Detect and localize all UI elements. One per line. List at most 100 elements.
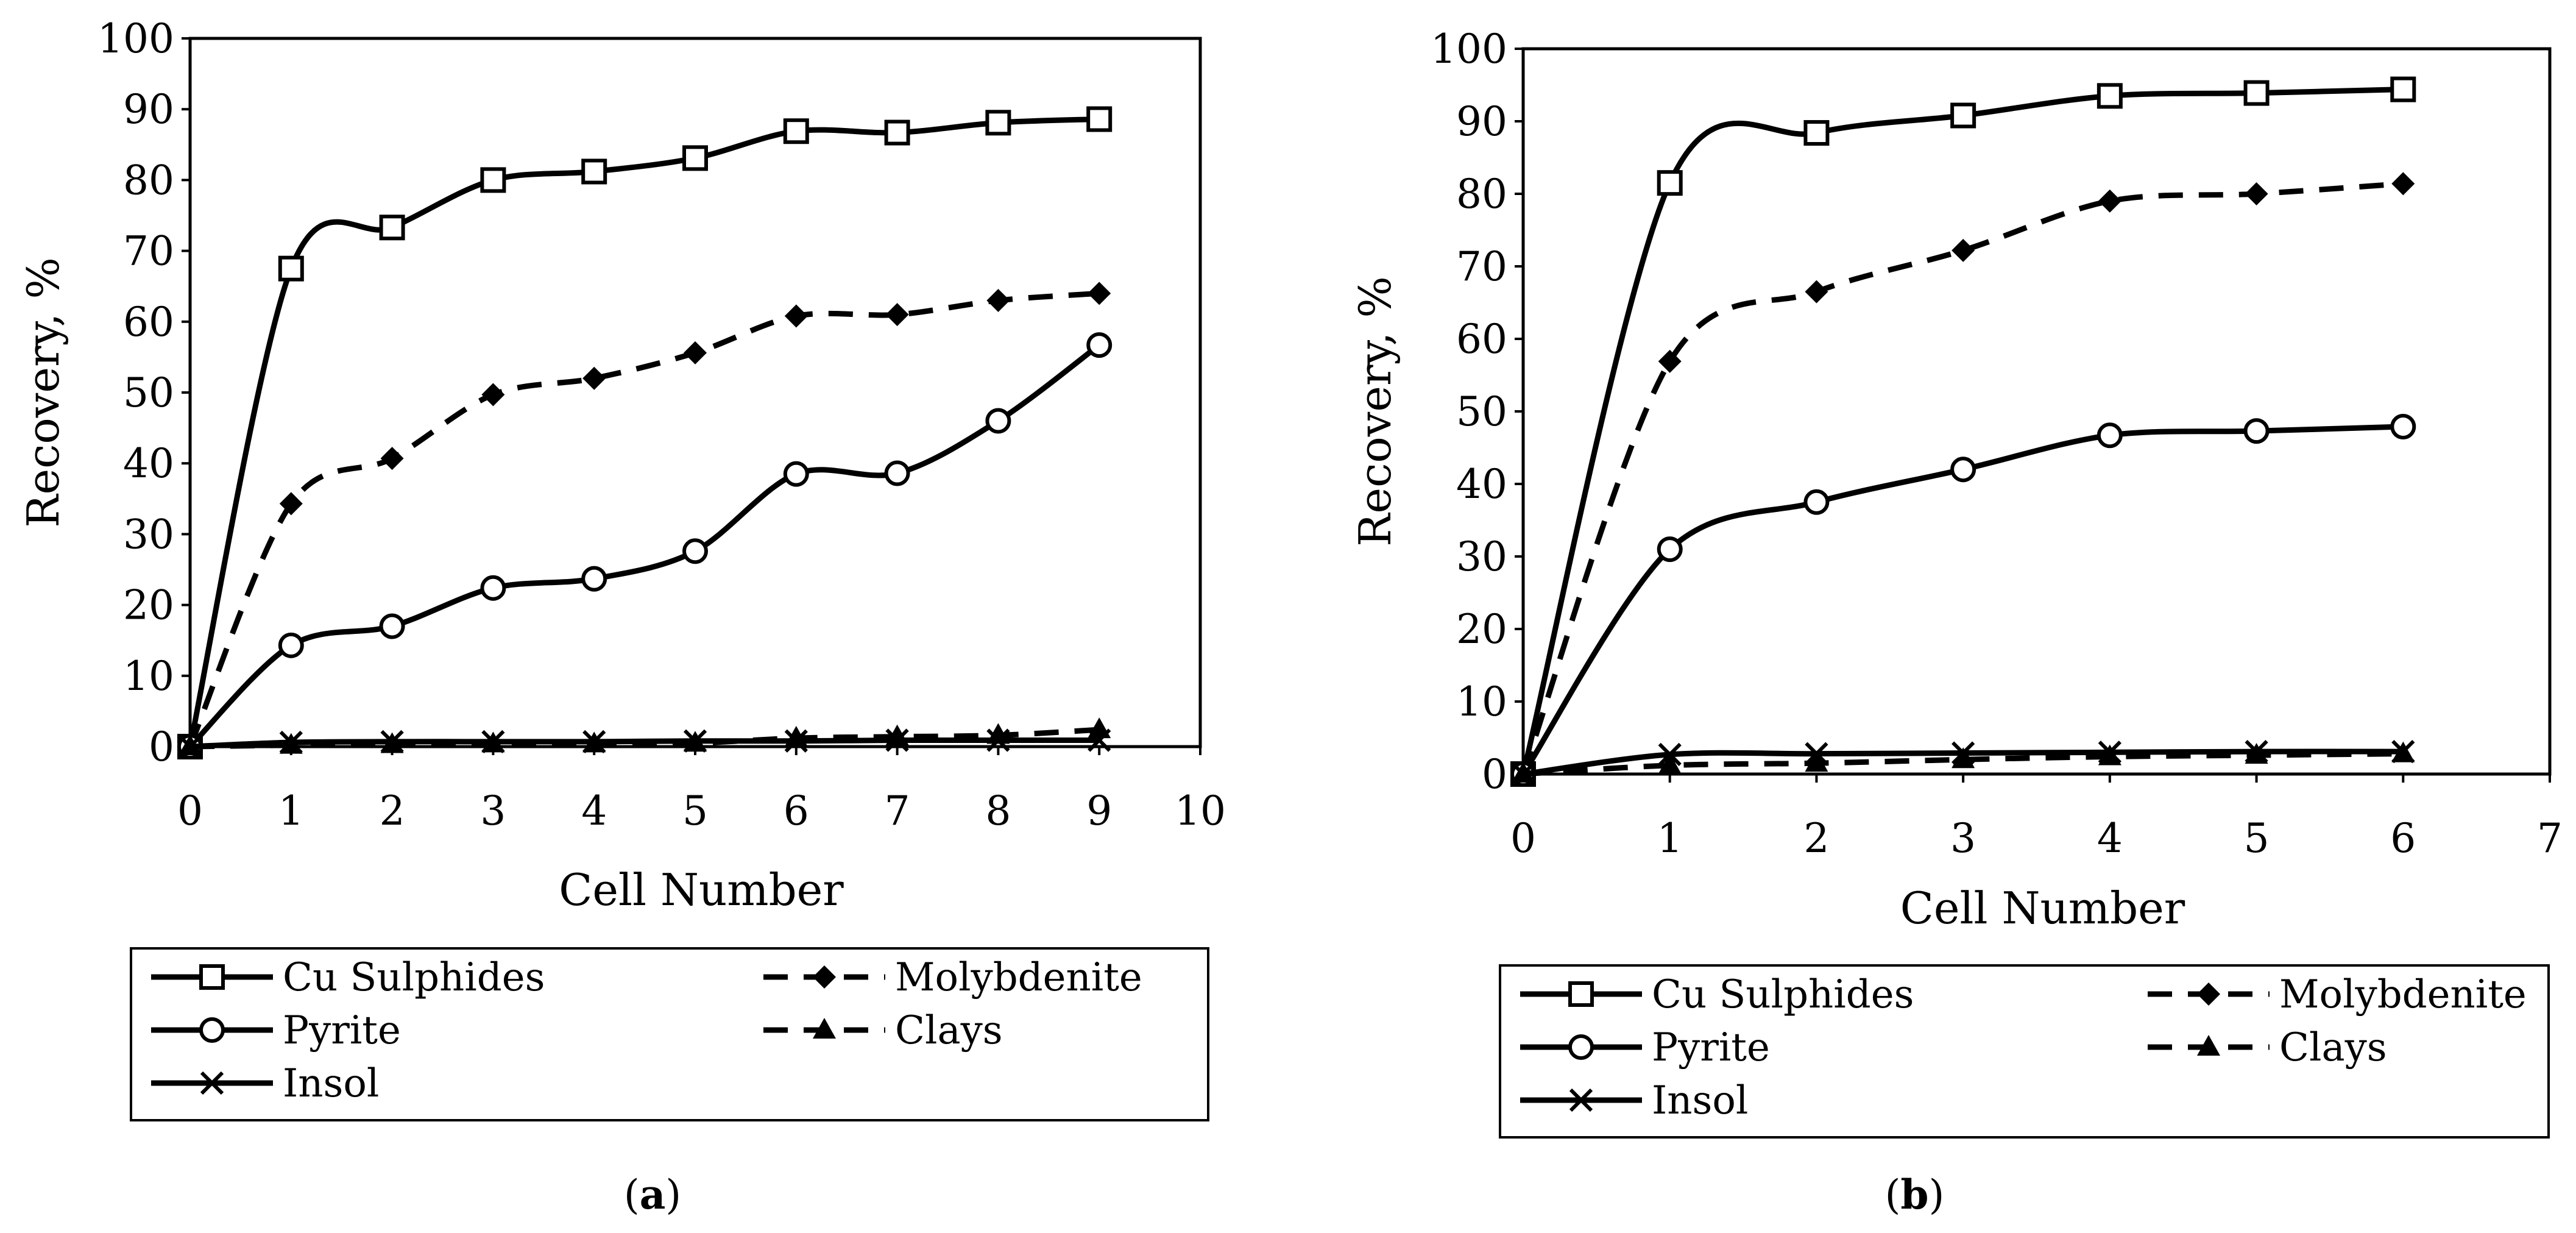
data-point-insol	[582, 730, 606, 753]
data-point-pyrite	[278, 632, 304, 658]
series-insol	[1511, 739, 2415, 786]
x-tick-label: 4	[2097, 815, 2123, 862]
y-tick-label: 90	[123, 86, 174, 133]
legend-label: Cu Sulphides	[1652, 972, 1914, 1017]
legend-label: Clays	[2279, 1025, 2387, 1070]
legend-item-insol: Insol	[151, 1061, 379, 1106]
y-tick-label: 60	[1456, 316, 1507, 363]
x-tick-label: 1	[1657, 815, 1683, 862]
data-point-molybdenite	[1088, 282, 1111, 305]
data-point-molybdenite	[784, 304, 808, 328]
y-tick-label: 30	[123, 511, 174, 558]
series-line-molybdenite	[187, 290, 1100, 748]
data-point-pyrite	[480, 575, 506, 601]
plot-area-b	[1521, 47, 2552, 776]
data-point-insol	[2391, 739, 2415, 764]
legend-label: Molybdenite	[895, 955, 1142, 1000]
y-tick-label: 60	[123, 299, 174, 346]
data-point-molybdenite	[279, 492, 303, 516]
x-tick-label: 6	[2390, 815, 2416, 862]
series-line-cu-sulphides	[187, 116, 1100, 747]
data-point-cu-sulphides	[2097, 83, 2123, 109]
x-tick-label: 2	[380, 787, 405, 834]
data-point-pyrite	[2097, 422, 2123, 449]
y-tick-label: 0	[1482, 751, 1507, 798]
legend-label: Clays	[895, 1008, 1003, 1053]
data-point-molybdenite	[582, 366, 606, 390]
data-point-clays	[1805, 751, 1828, 772]
panel-label-a: (a)	[624, 1171, 681, 1218]
data-point-molybdenite	[885, 303, 909, 327]
data-point-pyrite	[985, 408, 1011, 434]
data-point-pyrite	[581, 566, 607, 592]
y-tick-label: 20	[123, 582, 174, 629]
data-point-insol	[380, 730, 404, 753]
x-tick-label: 9	[1086, 787, 1112, 834]
legend-marker	[2197, 1035, 2220, 1056]
legend-label: Cu Sulphides	[283, 955, 545, 1000]
y-tick-label: 40	[123, 440, 174, 487]
data-point-pyrite	[884, 460, 910, 486]
data-point-molybdenite	[2245, 182, 2268, 205]
data-point-cu-sulphides	[985, 110, 1011, 136]
x-tick-label: 3	[1950, 815, 1976, 862]
legend-marker	[2197, 982, 2220, 1006]
data-point-cu-sulphides	[1086, 106, 1113, 132]
legend-label: Insol	[283, 1061, 379, 1106]
y-tick-label: 100	[1431, 26, 1507, 73]
data-point-molybdenite	[1658, 349, 1682, 373]
series-insol	[178, 728, 1111, 759]
data-point-cu-sulphides	[2243, 80, 2270, 106]
legend-item-clays: Clays	[2148, 1025, 2387, 1070]
y-tick-label: 10	[1456, 678, 1507, 725]
data-point-insol	[2245, 739, 2268, 764]
data-point-insol	[1511, 762, 1535, 786]
x-tick-label: 3	[480, 787, 506, 834]
y-tick-label: 100	[97, 15, 174, 62]
legend-marker	[1568, 981, 1594, 1007]
data-point-molybdenite	[380, 447, 404, 471]
data-point-clays	[1658, 753, 1682, 774]
x-tick-label: 6	[784, 787, 809, 834]
data-point-pyrite	[2390, 413, 2416, 439]
data-point-insol	[1805, 742, 1828, 766]
y-tick-label: 80	[1456, 171, 1507, 218]
data-point-cu-sulphides	[884, 119, 910, 146]
legend-marker	[813, 1018, 836, 1039]
x-tick-label: 0	[177, 787, 203, 834]
data-point-insol	[1951, 741, 1975, 765]
plot-area-a	[188, 37, 1202, 748]
data-point-cu-sulphides	[2390, 76, 2416, 102]
y-tick-label: 70	[1456, 243, 1507, 290]
data-point-insol	[885, 728, 909, 752]
x-tick-label: 10	[1175, 787, 1226, 834]
y-tick-label: 10	[123, 653, 174, 700]
legend-item-pyrite: Pyrite	[151, 1008, 401, 1053]
data-point-molybdenite	[1951, 238, 1975, 262]
legend-item-pyrite: Pyrite	[1520, 1025, 1770, 1070]
y-tick-label: 80	[123, 157, 174, 204]
data-point-cu-sulphides	[1657, 170, 1683, 196]
data-point-molybdenite	[481, 383, 505, 407]
legend-label: Insol	[1652, 1078, 1748, 1123]
series-line-insol	[189, 737, 1100, 750]
legend-item-molybdenite: Molybdenite	[763, 955, 1142, 1000]
legend-b: Cu Sulphides Molybdenite Pyrite Clays Insol	[1499, 964, 2550, 1139]
x-tick-label: 1	[278, 787, 304, 834]
series-line-pyrite	[188, 343, 1101, 749]
data-point-cu-sulphides	[682, 145, 708, 171]
data-point-pyrite	[1950, 457, 1976, 483]
series-line-molybdenite	[1520, 180, 2404, 775]
data-point-cu-sulphides	[783, 118, 809, 144]
chart-panel-a: 0 10 20 30 40 50 60 70 80 90 100 0 1 2 3 4 5 6 7 8 9 10 Cell N…	[18, 15, 1226, 1218]
data-point-insol	[1088, 728, 1111, 752]
data-point-insol	[279, 730, 303, 755]
x-tick-label: 5	[2244, 815, 2270, 862]
x-tick-label: 7	[2537, 815, 2563, 862]
series-clays	[179, 717, 1111, 755]
series-molybdenite	[179, 282, 1111, 758]
y-tick-label: 20	[1456, 606, 1507, 653]
y-tick-label: 70	[123, 228, 174, 275]
data-point-insol	[1658, 742, 1682, 766]
